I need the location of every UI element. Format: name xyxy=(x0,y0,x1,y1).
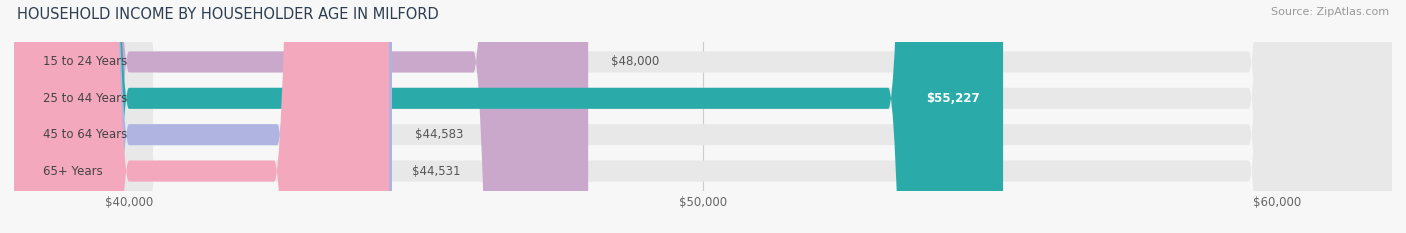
Text: 25 to 44 Years: 25 to 44 Years xyxy=(42,92,127,105)
FancyBboxPatch shape xyxy=(14,0,1392,233)
Text: 15 to 24 Years: 15 to 24 Years xyxy=(42,55,127,69)
FancyBboxPatch shape xyxy=(14,0,389,233)
FancyBboxPatch shape xyxy=(14,0,1392,233)
Text: $55,227: $55,227 xyxy=(927,92,980,105)
Text: 45 to 64 Years: 45 to 64 Years xyxy=(42,128,127,141)
FancyBboxPatch shape xyxy=(14,0,588,233)
FancyBboxPatch shape xyxy=(14,0,1392,233)
Text: HOUSEHOLD INCOME BY HOUSEHOLDER AGE IN MILFORD: HOUSEHOLD INCOME BY HOUSEHOLDER AGE IN M… xyxy=(17,7,439,22)
FancyBboxPatch shape xyxy=(14,0,1392,233)
Text: 65+ Years: 65+ Years xyxy=(42,164,103,178)
FancyBboxPatch shape xyxy=(14,0,392,233)
Text: $44,531: $44,531 xyxy=(412,164,461,178)
FancyBboxPatch shape xyxy=(14,0,1002,233)
Text: $44,583: $44,583 xyxy=(415,128,464,141)
Text: $48,000: $48,000 xyxy=(612,55,659,69)
Text: Source: ZipAtlas.com: Source: ZipAtlas.com xyxy=(1271,7,1389,17)
